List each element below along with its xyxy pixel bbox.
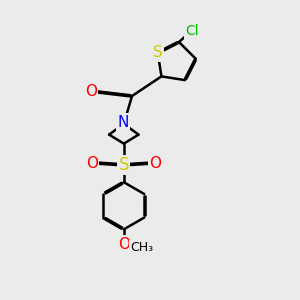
Text: O: O	[118, 237, 130, 252]
Text: O: O	[150, 156, 162, 171]
Text: O: O	[85, 84, 97, 99]
Text: O: O	[86, 156, 98, 171]
Text: CH₃: CH₃	[130, 241, 153, 254]
Text: S: S	[118, 156, 129, 174]
Text: S: S	[153, 45, 163, 60]
Text: Cl: Cl	[185, 24, 199, 38]
Text: N: N	[118, 115, 129, 130]
